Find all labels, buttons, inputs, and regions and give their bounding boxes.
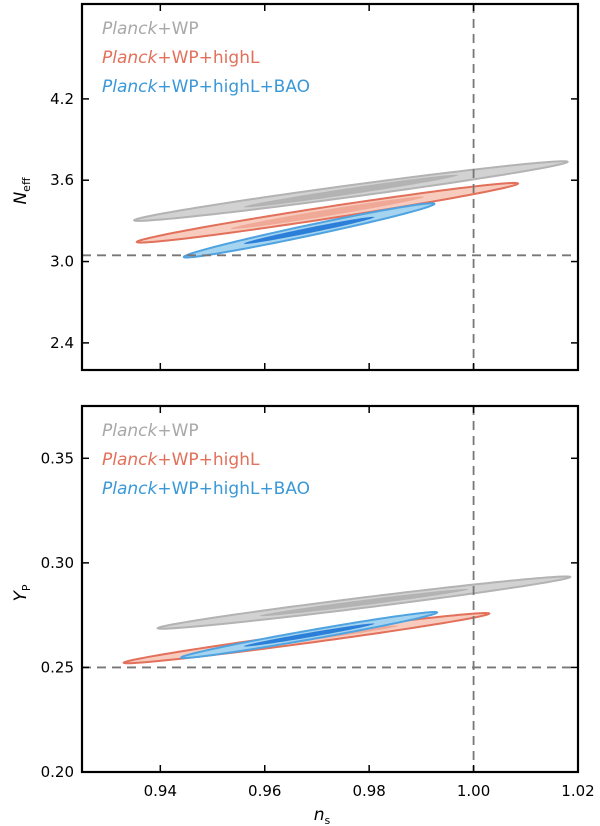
contour-68-planck-wp-highl-bao: [243, 623, 375, 647]
series-planck-wp-highl-bao: [179, 611, 439, 660]
contour-68-planck-wp: [259, 589, 469, 617]
legend-entry: Planck+WP+highL: [102, 450, 260, 470]
series-planck-wp: [132, 160, 569, 222]
legend-entry: Planck+WP: [102, 421, 199, 441]
y-tick-label: 3.6: [50, 171, 74, 189]
legend: Planck+WP Planck+WP+highL Planck+WP+highL+…: [102, 19, 310, 97]
legend-entry: Planck+WP: [102, 19, 199, 39]
contour-68-planck-wp: [243, 174, 458, 208]
contour-68-planck-wp-highl: [230, 196, 424, 230]
legend-entry: Planck+WP+highL: [102, 48, 260, 68]
y-axis-label: Neff: [11, 177, 33, 204]
y-tick-label: 0.20: [41, 763, 74, 781]
y-tick-label: 4.2: [50, 90, 74, 108]
series-planck-wp: [156, 575, 572, 630]
x-tick-label: 1.02: [561, 782, 594, 800]
legend: Planck+WP Planck+WP+highL Planck+WP+highL+…: [102, 421, 310, 499]
y-tick-label: 0.25: [41, 658, 74, 676]
series-planck-wp-highl-bao: [182, 202, 436, 259]
x-tick-label: 1.00: [457, 782, 490, 800]
axes-frame: [80, 404, 580, 774]
x-axis-label: ns: [314, 805, 331, 826]
panel-neff-vs-ns: 2.4 3.0 3.6 4.2 Neff Planck+WP Planck+WP+highL…: [11, 2, 580, 372]
plot-area: [82, 4, 578, 370]
x-tick-label: 0.94: [144, 782, 177, 800]
y-tick-label: 0.30: [41, 554, 74, 572]
contour-68-planck-wp-highl-bao: [243, 216, 375, 244]
x-tick-label: 0.98: [352, 782, 385, 800]
legend-entry: Planck+WP+highL+BAO: [102, 479, 310, 499]
y-tick-label: 0.35: [41, 449, 74, 467]
y-tick-label: 3.0: [50, 253, 74, 271]
legend-entry: Planck+WP+highL+BAO: [102, 77, 310, 97]
x-tick-label: 0.96: [248, 782, 281, 800]
axes-frame: [80, 2, 580, 372]
panel-yp-vs-ns: 0.20 0.25 0.30 0.35 0.94 0.96 0.98 1.00 1.02 ns YP…: [11, 404, 595, 826]
plot-area: [82, 406, 578, 772]
y-tick-label: 2.4: [50, 334, 74, 352]
y-axis-label: YP: [11, 584, 33, 601]
